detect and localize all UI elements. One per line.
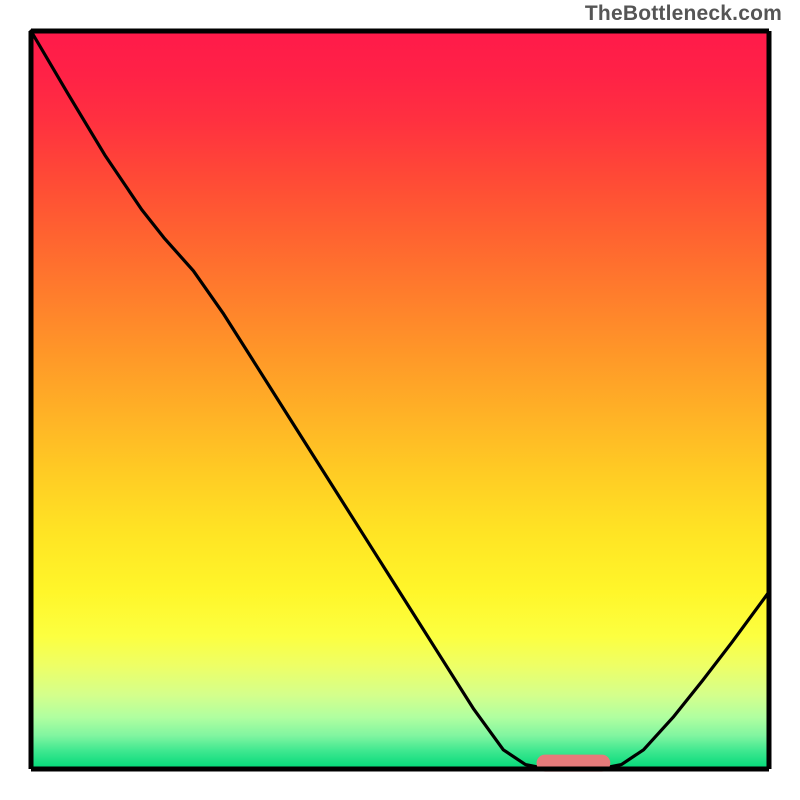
plot-background <box>31 31 769 769</box>
attribution-label: TheBottleneck.com <box>585 2 782 26</box>
chart-container: TheBottleneck.com <box>0 0 800 800</box>
bottleneck-chart <box>0 0 800 800</box>
